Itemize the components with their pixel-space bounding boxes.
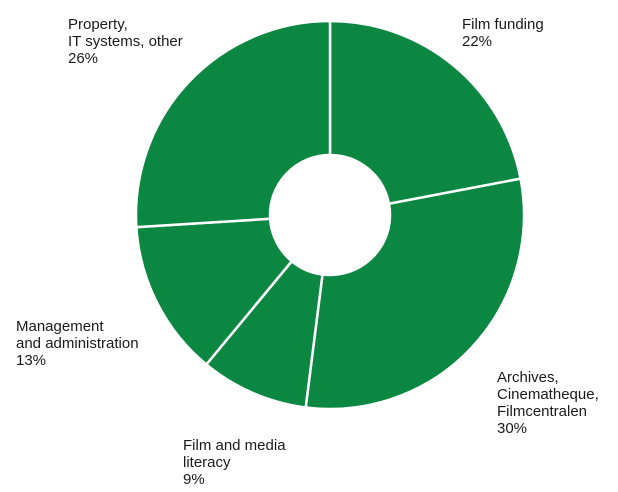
slice-label-line: Filmcentralen xyxy=(497,403,588,420)
slice-value-label: 26% xyxy=(68,50,99,67)
slice-value-label: 30% xyxy=(497,420,528,437)
slice-label-film-media-literacy: Film and media literacy 9% xyxy=(183,437,286,488)
slice-value-label: 13% xyxy=(16,352,47,369)
slice-label-film-funding: Film funding 22% xyxy=(462,16,544,50)
slice-label-line: Property, xyxy=(68,16,128,33)
donut-hole xyxy=(270,155,390,275)
slice-label-line: IT systems, other xyxy=(68,33,183,50)
slice-label-line: Film funding xyxy=(462,16,544,33)
slice-label-line: Film and media xyxy=(183,437,286,454)
slice-label-line: and administration xyxy=(16,335,139,352)
slice-label-line: literacy xyxy=(183,454,231,471)
slice-label-line: Management xyxy=(16,318,104,335)
slice-label-management: Management and administration 13% xyxy=(16,318,139,369)
slice-label-line: Archives, xyxy=(497,369,559,386)
slice-label-property: Property, IT systems, other 26% xyxy=(68,16,183,67)
slice-label-line: Cinematheque, xyxy=(497,386,599,403)
slice-value-label: 22% xyxy=(462,33,493,50)
slice-value-label: 9% xyxy=(183,471,205,488)
slice-label-archives: Archives, Cinematheque, Filmcentralen 30… xyxy=(497,369,599,437)
